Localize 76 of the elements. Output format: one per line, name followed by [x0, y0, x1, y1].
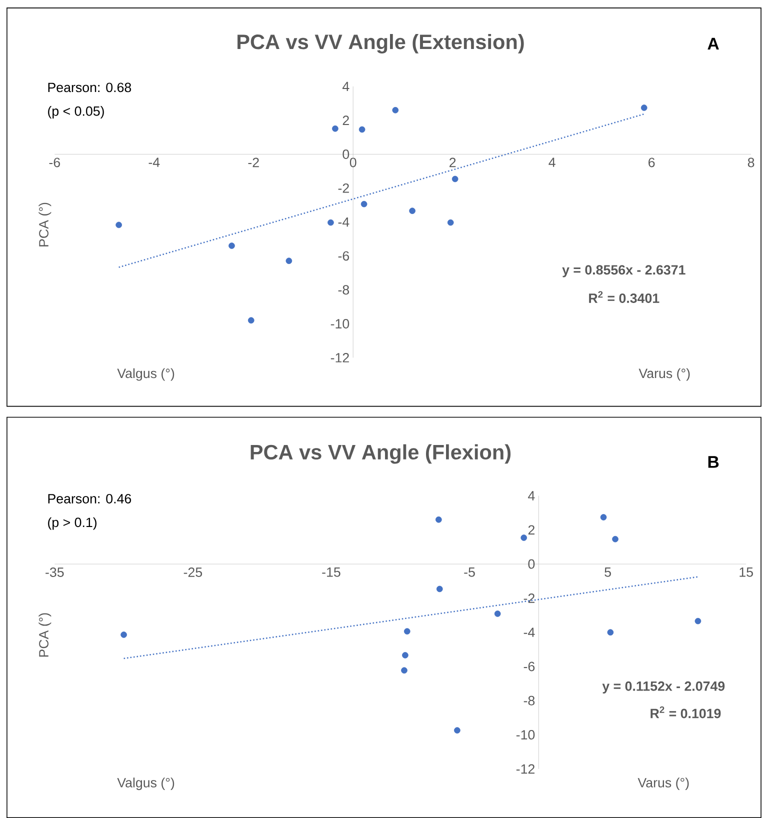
point [392, 106, 399, 114]
y-tick-label: -12 [516, 764, 534, 774]
annotation: R$^{2}$ = 0.3401 [589, 291, 660, 303]
text: Varus (°) [638, 368, 690, 381]
point [328, 219, 334, 226]
x-tick-label: 4 [548, 158, 556, 167]
y-tick-label: 4 [342, 82, 350, 92]
point [520, 534, 528, 541]
y-tick-label: 2 [342, 116, 349, 125]
x-tick-label: 5 [604, 568, 611, 577]
x-tick-label: -6 [49, 158, 60, 168]
point [452, 176, 458, 182]
point [360, 200, 368, 208]
y-tick-label: 2 [528, 525, 535, 535]
y-tick-label: -2 [524, 594, 535, 603]
point [409, 208, 416, 214]
y-tick-label: -10 [330, 319, 350, 328]
annotation: Pearson: 0.46 [48, 494, 132, 504]
x-tick-label: -25 [184, 568, 202, 577]
x-tick-label: 6 [648, 158, 655, 168]
chart-title: PCA vs VV Angle (Extension) [238, 34, 524, 54]
annotation: (p > 0.1) [48, 517, 97, 530]
annotation: (p < 0.05) [48, 106, 104, 118]
x-tick-label: -5 [464, 568, 475, 577]
x-tick-label: -2 [248, 158, 259, 168]
point [248, 317, 254, 324]
y-axis-title: PCA (°) [38, 613, 52, 657]
point [401, 667, 408, 674]
point [436, 516, 442, 523]
point [607, 629, 614, 636]
text: Varus (°) [638, 778, 689, 790]
y-tick-label: -6 [338, 251, 350, 261]
point [436, 586, 443, 592]
point [120, 632, 127, 638]
x-tick-label: 0 [350, 158, 356, 168]
point [640, 104, 648, 111]
annotation: Pearson: 0.68 [48, 82, 132, 92]
text: B [708, 456, 719, 468]
y-axis-title: PCA (°) [38, 202, 52, 246]
point [332, 125, 338, 132]
y-tick-label: -10 [516, 730, 535, 740]
y-tick-label: -8 [338, 285, 350, 295]
y-tick-label: -12 [330, 352, 349, 362]
point [116, 222, 122, 228]
text: Valgus (°) [117, 778, 174, 790]
x-tick-label: 8 [748, 158, 754, 168]
y-tick-label: -4 [524, 628, 535, 637]
point [228, 242, 235, 249]
point [358, 126, 366, 133]
y-tick-label: -4 [338, 217, 350, 227]
point [447, 219, 454, 226]
annotation: R$^{2}$ = 0.1019 [650, 706, 721, 718]
y-tick-label: -2 [338, 183, 349, 193]
annotation: y = 0.1152x - 2.0749 [602, 681, 725, 694]
text: Valgus (°) [117, 368, 174, 381]
y-tick-label: -8 [524, 696, 535, 706]
x-tick-label: -15 [322, 568, 340, 577]
x-tick-label: -35 [46, 568, 64, 577]
text: A [708, 38, 719, 50]
y-tick-label: -6 [524, 662, 535, 672]
point [454, 727, 460, 734]
point [404, 628, 410, 634]
point [286, 258, 292, 264]
chart-title: PCA vs VV Angle (Flexion) [250, 444, 511, 464]
annotation: y = 0.8556x - 2.6371 [562, 265, 686, 278]
y-tick-label: 4 [528, 491, 535, 500]
x-tick-label: -4 [148, 158, 160, 167]
point [612, 536, 618, 542]
x-tick-label: 2 [450, 158, 456, 168]
y-tick-label: 0 [342, 150, 350, 159]
point [694, 618, 702, 624]
point [494, 610, 501, 617]
point [402, 652, 408, 658]
x-tick-label: 15 [740, 568, 753, 577]
y-tick-label: 0 [528, 559, 535, 569]
point [600, 514, 607, 520]
